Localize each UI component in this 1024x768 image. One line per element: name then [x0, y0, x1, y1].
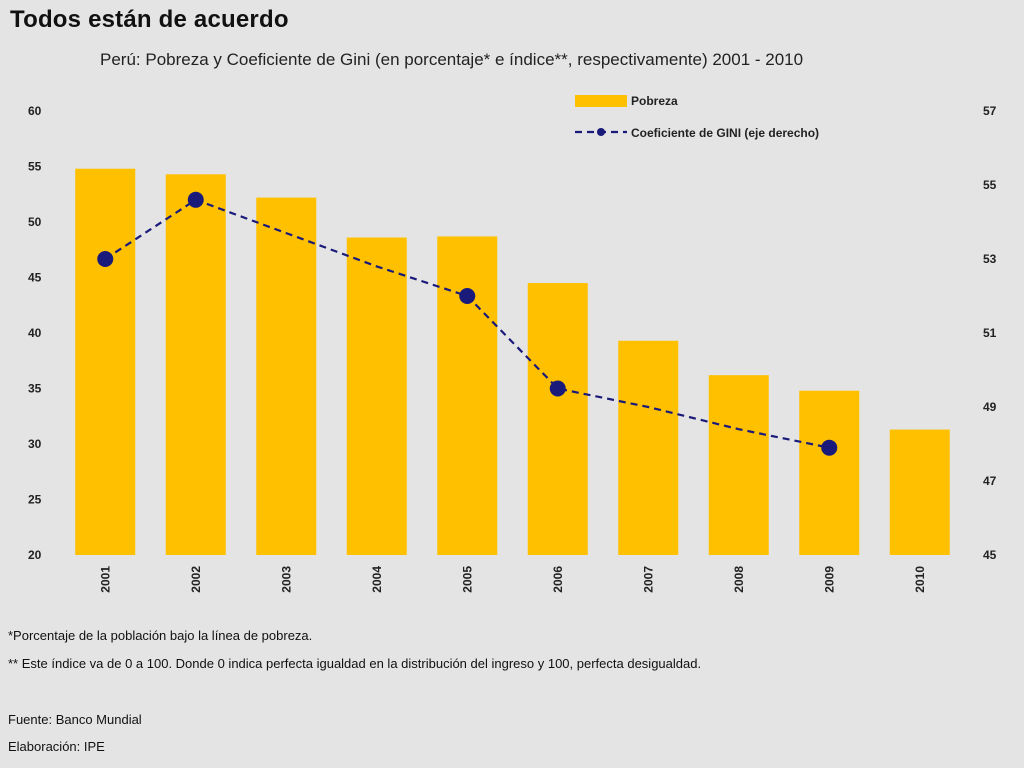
- right-tick-label: 53: [983, 252, 997, 266]
- page-title: Todos están de acuerdo: [10, 6, 289, 33]
- x-tick-label: 2010: [913, 566, 927, 593]
- legend-label-pobreza: Pobreza: [631, 94, 678, 108]
- left-tick-label: 55: [28, 160, 42, 174]
- source-label: Fuente: Banco Mundial: [8, 712, 142, 727]
- bars-layer: [75, 168, 950, 556]
- x-tick-label: 2009: [822, 566, 836, 593]
- gini-point-2009: [821, 439, 838, 456]
- right-tick-label: 55: [983, 178, 997, 192]
- elaboration-label: Elaboración: IPE: [8, 739, 105, 754]
- left-axis: 60 55 50 45 40 35 30 25 20: [28, 104, 42, 562]
- bar-pobreza-2006: [527, 283, 588, 555]
- left-tick-label: 60: [28, 104, 42, 118]
- left-tick-label: 30: [28, 437, 42, 451]
- left-tick-label: 20: [28, 548, 42, 562]
- right-axis: 57 55 53 51 49 47 45: [983, 104, 997, 562]
- x-tick-label: 2001: [98, 566, 112, 593]
- bar-pobreza-2008: [708, 375, 769, 555]
- x-tick-label: 2004: [370, 566, 384, 593]
- left-tick-label: 25: [28, 493, 42, 507]
- bar-pobreza-2009: [799, 390, 860, 555]
- x-tick-label: 2005: [460, 566, 474, 593]
- legend-marker-gini: [597, 128, 605, 136]
- right-tick-label: 51: [983, 326, 997, 340]
- bar-pobreza-2010: [889, 429, 950, 555]
- right-tick-label: 47: [983, 474, 997, 488]
- left-tick-label: 40: [28, 326, 42, 340]
- gini-point-2005: [459, 288, 476, 304]
- legend-swatch-pobreza: [575, 95, 627, 107]
- bar-pobreza-2007: [618, 340, 679, 555]
- left-tick-label: 50: [28, 215, 42, 229]
- x-tick-label: 2003: [279, 566, 293, 593]
- bar-pobreza-2005: [437, 236, 498, 555]
- x-tick-label: 2002: [189, 566, 203, 593]
- chart-subtitle: Perú: Pobreza y Coeficiente de Gini (en …: [100, 50, 804, 69]
- gini-line-layer: [97, 191, 838, 456]
- right-tick-label: 45: [983, 548, 997, 562]
- right-tick-label: 57: [983, 104, 997, 118]
- legend-label-gini: Coeficiente de GINI (eje derecho): [631, 126, 819, 140]
- bar-pobreza-2003: [256, 197, 317, 555]
- bar-pobreza-2001: [75, 168, 136, 555]
- gini-point-2002: [187, 191, 204, 208]
- left-tick-label: 35: [28, 382, 42, 396]
- x-tick-label: 2007: [641, 566, 655, 593]
- bar-pobreza-2002: [165, 174, 226, 555]
- x-tick-label: 2006: [551, 566, 565, 593]
- bar-pobreza-2004: [346, 237, 407, 556]
- gini-point-2006: [549, 380, 566, 397]
- legend: Pobreza Coeficiente de GINI (eje derecho): [575, 94, 819, 140]
- left-tick-label: 45: [28, 271, 42, 285]
- footnote-poverty: *Porcentaje de la población bajo la líne…: [8, 628, 313, 643]
- gini-point-2001: [97, 251, 114, 267]
- footnote-gini: ** Este índice va de 0 a 100. Donde 0 in…: [8, 656, 702, 671]
- x-axis: 2001 2002 2003 2004 2005 2006 2007 2008 2009 2010: [98, 566, 927, 593]
- x-tick-label: 2008: [732, 566, 746, 593]
- right-tick-label: 49: [983, 400, 997, 414]
